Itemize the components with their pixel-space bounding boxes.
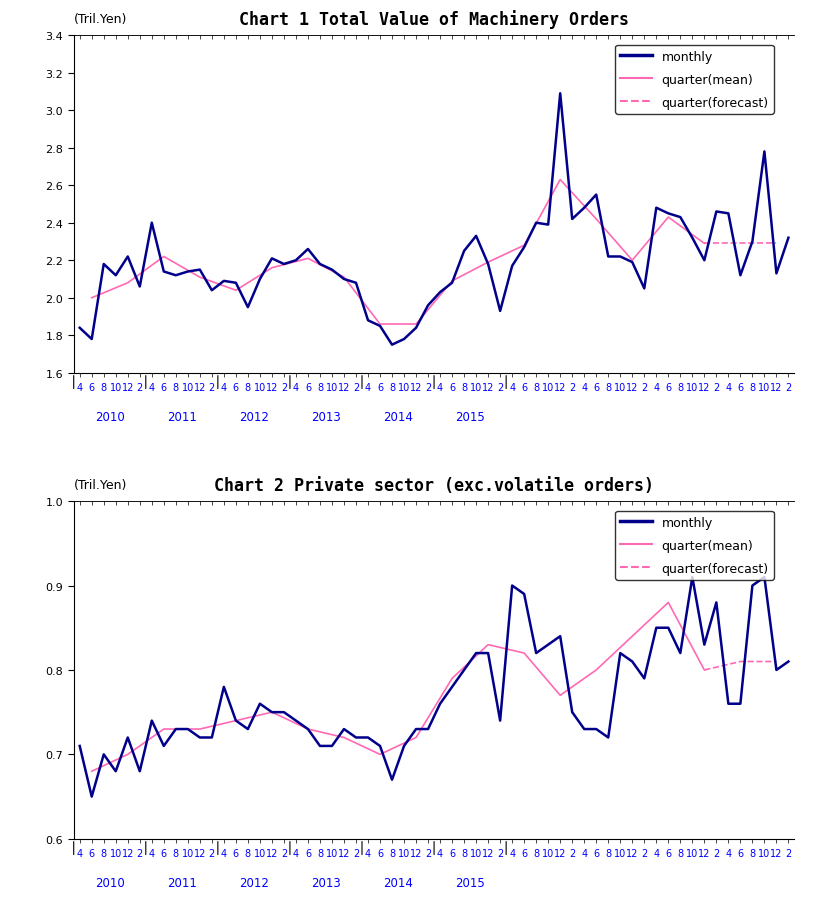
Text: 2012: 2012 [239,876,269,889]
Line: quarter(mean): quarter(mean) [92,603,704,771]
quarter(forecast) [771,239,781,250]
monthly [327,741,337,751]
quarter(mean) [339,732,349,743]
monthly [195,265,205,276]
quarter(mean) [87,293,97,304]
quarter(mean) [663,597,673,608]
quarter(mean) [699,665,709,676]
Legend: monthly, quarter(mean), quarter(forecast): monthly, quarter(mean), quarter(forecast… [615,46,774,115]
monthly [315,259,325,270]
quarter(mean) [267,707,277,718]
quarter(mean) [375,750,385,760]
quarter(mean) [267,263,277,274]
Title: Chart 2 Private sector (exc.volatile orders): Chart 2 Private sector (exc.volatile ord… [214,476,654,494]
monthly [387,340,397,351]
quarter(mean) [555,175,565,186]
Text: 2015: 2015 [455,410,485,423]
quarter(mean) [375,319,385,330]
monthly [291,715,301,726]
monthly [303,244,313,255]
quarter(mean) [195,272,205,283]
quarter(mean) [519,241,529,252]
quarter(mean) [123,750,133,760]
quarter(mean) [519,648,529,658]
quarter(mean) [339,272,349,283]
quarter(mean) [699,239,709,250]
monthly [207,732,217,743]
quarter(mean) [159,723,169,734]
Text: 2013: 2013 [311,876,341,889]
quarter(mean) [231,715,241,726]
quarter(mean) [411,732,421,743]
quarter(mean) [303,723,313,734]
quarter(mean) [591,665,601,676]
Text: (Tril.Yen): (Tril.Yen) [74,13,127,26]
Line: quarter(forecast): quarter(forecast) [704,662,776,670]
quarter(forecast) [735,657,745,667]
Text: 2010: 2010 [95,410,124,423]
quarter(mean) [627,631,637,642]
Text: 2014: 2014 [383,410,413,423]
monthly [279,259,289,270]
quarter(mean) [591,215,601,226]
quarter(mean) [159,252,169,262]
Title: Chart 1 Total Value of Machinery Orders: Chart 1 Total Value of Machinery Orders [239,10,629,29]
monthly [267,707,277,718]
quarter(mean) [555,690,565,701]
Legend: monthly, quarter(mean), quarter(forecast): monthly, quarter(mean), quarter(forecast… [615,511,774,580]
quarter(mean) [663,213,673,224]
quarter(forecast) [699,665,709,676]
quarter(mean) [195,723,205,734]
quarter(forecast) [771,657,781,667]
Text: 2011: 2011 [167,410,197,423]
quarter(mean) [231,286,241,297]
monthly [532,648,541,658]
Text: 2014: 2014 [383,876,413,889]
quarter(mean) [447,276,457,287]
Text: (Tril.Yen): (Tril.Yen) [74,478,127,492]
monthly [555,88,565,99]
monthly [532,218,541,229]
monthly [255,274,265,285]
monthly [687,572,697,583]
monthly [75,323,84,334]
monthly [784,657,794,667]
Line: monthly: monthly [79,94,789,345]
monthly [784,233,794,244]
quarter(forecast) [735,239,745,250]
Text: 2015: 2015 [455,876,485,889]
quarter(mean) [303,253,313,264]
quarter(forecast) [699,239,709,250]
quarter(mean) [483,257,493,268]
monthly [87,791,97,802]
quarter(mean) [87,766,97,777]
monthly [315,741,325,751]
quarter(mean) [123,278,133,289]
Text: 2011: 2011 [167,876,197,889]
Line: monthly: monthly [79,577,789,796]
Text: 2012: 2012 [239,410,269,423]
Text: 2013: 2013 [311,410,341,423]
quarter(mean) [411,319,421,330]
quarter(mean) [627,255,637,266]
quarter(mean) [483,640,493,650]
quarter(mean) [447,673,457,684]
monthly [75,741,84,751]
Text: 2010: 2010 [95,876,124,889]
Line: quarter(mean): quarter(mean) [92,180,704,325]
